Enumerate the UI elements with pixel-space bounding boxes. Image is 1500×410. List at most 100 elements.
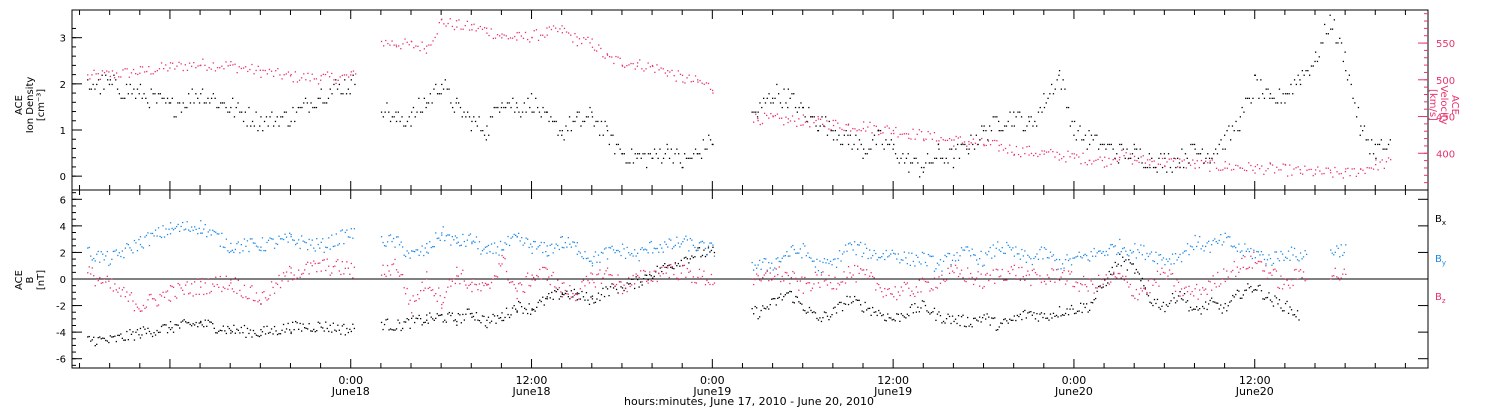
data-point [392,263,395,265]
data-point [977,143,979,146]
data-point [405,321,407,323]
data-point [980,321,982,323]
data-point [1113,246,1115,248]
data-point [320,88,322,90]
data-point [1134,148,1136,150]
data-point [998,249,1000,251]
data-point [451,280,453,282]
data-point [1086,254,1088,257]
data-point [1245,268,1247,270]
data-point [439,295,441,297]
data-point [132,331,134,333]
data-point [284,331,286,333]
data-point [891,249,893,251]
data-point [1263,298,1266,300]
data-point [510,281,512,283]
velocity-tick-label: 450 [1436,113,1455,124]
data-point [850,244,853,246]
data-point [194,281,196,283]
data-point [528,303,530,305]
data-point [555,27,557,29]
data-point [383,245,386,247]
data-point [1089,260,1091,262]
data-point [419,50,421,52]
data-point [154,229,157,231]
data-point [174,68,176,70]
data-point [576,299,578,301]
data-point [1125,152,1127,154]
data-point [492,252,494,255]
data-point [439,239,441,241]
data-point [135,73,137,75]
data-point [1010,249,1012,251]
data-point [97,250,99,253]
data-point [697,247,699,249]
data-point [1013,255,1015,257]
data-point [900,286,902,288]
data-point [524,307,526,309]
data-point [1040,246,1043,248]
data-point [954,318,957,320]
data-point [514,111,516,113]
data-point [235,106,237,109]
data-point [1205,288,1207,290]
data-point [1246,97,1249,99]
data-point [169,300,172,302]
data-point [239,252,241,254]
data-point [883,148,885,150]
data-point [169,102,172,104]
data-point [227,288,229,290]
legend-bz: Bz [1435,292,1446,305]
data-point [817,130,820,132]
data-point [994,282,996,284]
data-point [383,323,386,326]
data-point [1083,303,1085,305]
data-point [129,247,131,249]
data-point [1051,255,1053,257]
data-point [879,312,881,314]
data-point [501,37,503,39]
data-point [639,59,641,61]
data-point [174,227,176,229]
data-point [99,261,101,263]
data-point [667,265,669,267]
data-point [578,111,580,113]
data-point [1153,160,1155,162]
data-point [1013,154,1015,156]
data-point [564,292,566,295]
data-point [671,247,673,250]
data-point [798,106,800,109]
data-point [1206,242,1208,244]
data-point [1197,298,1199,300]
data-point [1063,314,1065,316]
data-point [294,120,296,123]
data-point [385,319,387,321]
data-point [1236,289,1238,291]
data-point [141,334,143,336]
data-point [631,284,633,286]
data-point [1218,308,1220,310]
data-point [576,116,578,118]
data-point [1232,246,1234,248]
density-tick-label: 2 [60,80,66,91]
data-point [508,316,511,319]
data-point [483,284,485,287]
data-point [1078,156,1080,158]
data-point [382,241,384,244]
data-point [169,321,172,323]
data-point [808,282,811,284]
data-point [917,306,919,308]
data-point [1028,274,1030,276]
data-point [245,66,247,68]
data-point [269,294,271,296]
data-point [276,116,278,118]
data-point [107,79,109,81]
data-point [908,287,910,289]
data-point [525,308,527,311]
data-point [1356,116,1358,118]
data-point [408,116,410,118]
data-point [992,269,994,271]
data-point [864,301,866,304]
data-point [1108,143,1111,146]
data-point [857,148,859,150]
